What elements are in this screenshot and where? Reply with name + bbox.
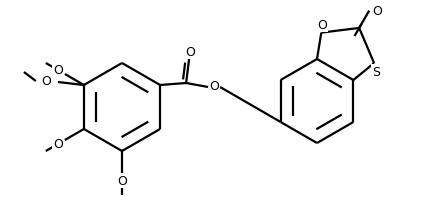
Text: O: O	[117, 175, 127, 188]
Text: O: O	[317, 19, 327, 32]
Text: S: S	[372, 65, 380, 78]
Text: O: O	[53, 64, 63, 77]
Text: O: O	[185, 45, 195, 58]
Text: O: O	[372, 5, 382, 18]
Text: O: O	[53, 138, 63, 151]
Text: O: O	[41, 75, 51, 88]
Text: O: O	[209, 80, 219, 93]
